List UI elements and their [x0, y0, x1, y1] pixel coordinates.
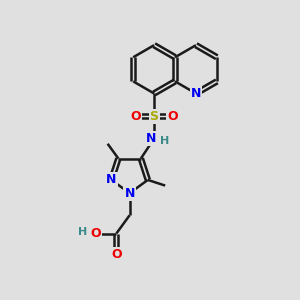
- Text: O: O: [90, 227, 101, 240]
- Text: N: N: [191, 87, 201, 100]
- Text: H: H: [78, 227, 87, 237]
- Text: S: S: [150, 110, 159, 123]
- Text: N: N: [106, 173, 117, 186]
- Text: H: H: [160, 136, 169, 146]
- Text: O: O: [167, 110, 178, 123]
- Text: N: N: [146, 132, 156, 145]
- Text: O: O: [130, 110, 141, 123]
- Text: N: N: [124, 187, 135, 200]
- Text: O: O: [111, 248, 122, 261]
